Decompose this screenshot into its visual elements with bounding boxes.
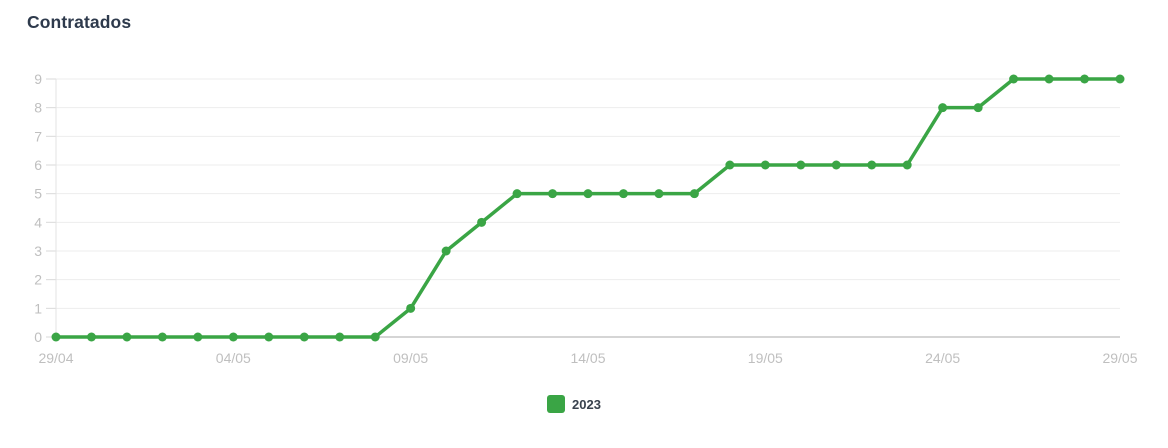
y-axis-label: 0 [34, 329, 42, 345]
data-point[interactable] [618, 189, 628, 199]
legend-label: 2023 [572, 396, 601, 412]
data-point[interactable] [1080, 74, 1090, 84]
data-point[interactable] [1009, 74, 1019, 84]
legend-item-2023[interactable]: 2023 [547, 395, 601, 413]
data-point[interactable] [831, 160, 841, 170]
x-axis-label: 29/04 [38, 350, 73, 366]
chart-title: Contratados [27, 12, 132, 32]
legend-swatch-icon [547, 395, 566, 413]
data-point[interactable] [193, 332, 203, 342]
series-line-2023 [54, 77, 1122, 339]
data-point[interactable] [1115, 74, 1125, 84]
data-point[interactable] [583, 189, 593, 199]
y-axis-label: 6 [34, 157, 42, 173]
data-point[interactable] [264, 332, 274, 342]
data-point[interactable] [406, 303, 416, 313]
data-point[interactable] [1044, 74, 1054, 84]
y-axis-label: 7 [34, 128, 42, 144]
y-axis-label: 2 [34, 272, 42, 288]
data-point[interactable] [370, 332, 380, 342]
data-point[interactable] [973, 103, 983, 113]
data-point[interactable] [796, 160, 806, 170]
data-point[interactable] [654, 189, 664, 199]
x-axis-label: 09/05 [393, 350, 428, 366]
data-point[interactable] [335, 332, 345, 342]
x-axis-label: 24/05 [925, 350, 960, 366]
data-point[interactable] [86, 332, 96, 342]
data-point[interactable] [299, 332, 309, 342]
x-axis-label: 29/05 [1102, 350, 1137, 366]
x-axis-label: 14/05 [570, 350, 605, 366]
y-axis-label: 8 [34, 100, 42, 116]
x-axis-label: 19/05 [748, 350, 783, 366]
data-point[interactable] [760, 160, 770, 170]
data-point[interactable] [938, 103, 948, 113]
y-axis-label: 1 [34, 300, 42, 316]
data-point[interactable] [725, 160, 735, 170]
data-point[interactable] [689, 189, 699, 199]
data-point[interactable] [157, 332, 167, 342]
data-point[interactable] [512, 189, 522, 199]
data-point[interactable] [441, 246, 451, 256]
y-axis-label: 5 [34, 186, 42, 202]
data-point[interactable] [228, 332, 238, 342]
data-point[interactable] [548, 189, 558, 199]
data-point[interactable] [51, 332, 61, 342]
data-point[interactable] [122, 332, 132, 342]
data-point[interactable] [477, 217, 487, 227]
data-point[interactable] [902, 160, 912, 170]
line-chart-canvas: 0 1 2 3 4 5 6 7 8 9 29/04 04/05 09/05 14/05 19/05 24/05… [34, 71, 1138, 366]
data-point[interactable] [867, 160, 877, 170]
y-axis-label: 4 [34, 214, 42, 230]
chart-legend: 2023 [0, 395, 1148, 413]
y-axis-label: 9 [34, 71, 42, 87]
x-axis-label: 04/05 [216, 350, 251, 366]
y-axis-label: 3 [34, 243, 42, 259]
